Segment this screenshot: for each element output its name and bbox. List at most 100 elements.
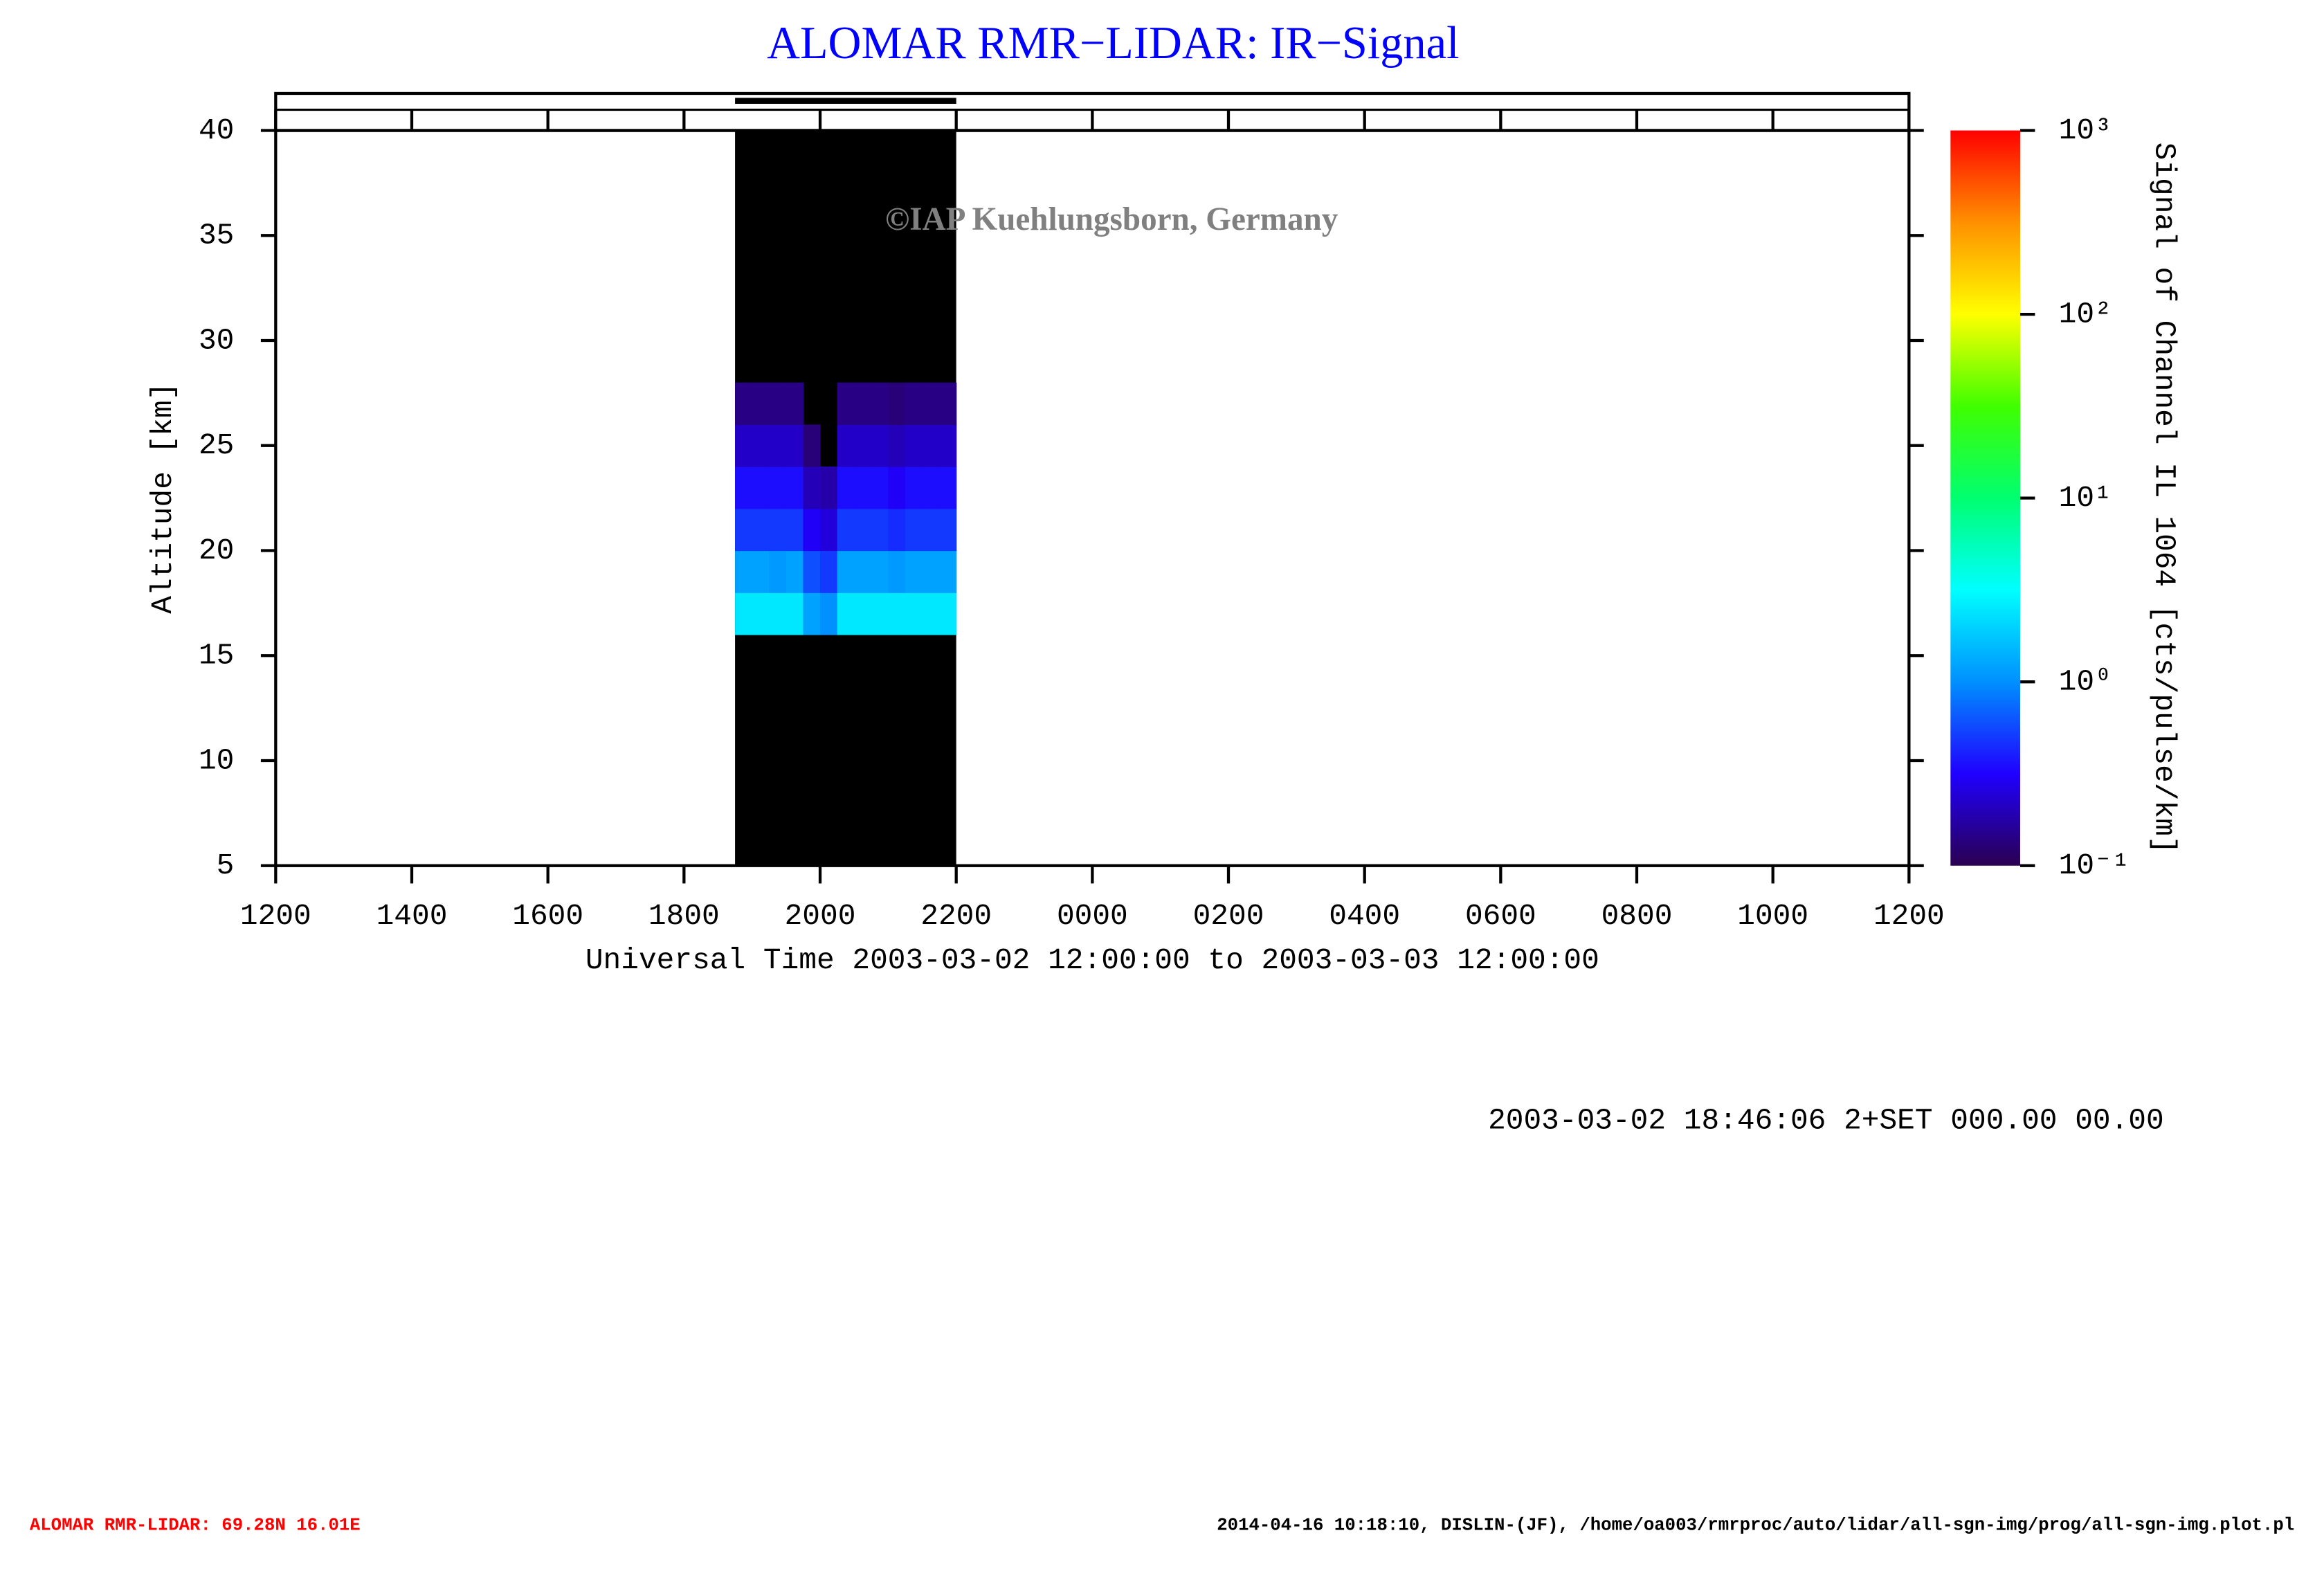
heatmap-cell xyxy=(922,466,940,509)
heatmap-cell xyxy=(837,550,855,593)
heatmap-cell xyxy=(871,550,889,593)
heatmap-cell xyxy=(905,550,923,593)
heatmap-cell xyxy=(922,592,940,635)
heatmap-cell xyxy=(752,382,770,426)
heatmap-cell xyxy=(735,592,753,635)
heatmap-cell xyxy=(922,508,940,552)
heatmap-cell xyxy=(854,382,872,426)
x-tick-label: 0200 xyxy=(1193,899,1264,933)
y-tick-label: 30 xyxy=(199,323,234,357)
footer-left: ALOMAR RMR-LIDAR: 69.28N 16.01E xyxy=(30,1516,361,1536)
heatmap-cell xyxy=(820,508,838,552)
heatmap-cell xyxy=(922,382,940,426)
heatmap-cell xyxy=(803,592,821,635)
heatmap-cell xyxy=(752,592,770,635)
y-axis-label: Altitude [km] xyxy=(146,383,180,614)
heatmap-cell xyxy=(752,550,770,593)
heatmap-cell xyxy=(786,550,804,593)
heatmap-cell xyxy=(888,592,906,635)
x-tick-label: 1400 xyxy=(376,899,448,933)
x-tick-label: 0400 xyxy=(1329,899,1400,933)
y-tick-label: 35 xyxy=(199,219,234,253)
heatmap-cell xyxy=(786,424,804,467)
heatmap-cell xyxy=(837,424,855,467)
x-tick-label: 0600 xyxy=(1465,899,1536,933)
heatmap-cell xyxy=(888,550,906,593)
heatmap-cell xyxy=(769,592,787,635)
heatmap-cell xyxy=(854,592,872,635)
heatmap-cell xyxy=(888,424,906,467)
heatmap-cell xyxy=(769,508,787,552)
y-tick-label: 25 xyxy=(199,428,234,462)
x-axis-label: Universal Time 2003-03-02 12:00:00 to 20… xyxy=(585,943,1599,977)
heatmap-cell xyxy=(786,508,804,552)
heatmap-cell xyxy=(871,424,889,467)
heatmap-cell xyxy=(888,382,906,426)
x-tick-label: 2200 xyxy=(920,899,992,933)
heatmap-cell xyxy=(871,466,889,509)
heatmap-cell xyxy=(803,424,821,467)
colorbar-tick-label: 10⁰ xyxy=(2059,665,2112,699)
footer-right: 2014-04-16 10:18:10, DISLIN-(JF), /home/… xyxy=(1217,1516,2294,1536)
heatmap-cell xyxy=(854,424,872,467)
heatmap-cell xyxy=(888,466,906,509)
heatmap-cell xyxy=(803,550,821,593)
heatmap-cell xyxy=(854,508,872,552)
heatmap-cell xyxy=(905,466,923,509)
y-tick-label: 15 xyxy=(199,639,234,673)
heatmap-cell xyxy=(939,592,957,635)
heatmap-cell xyxy=(871,382,889,426)
heatmap-cell xyxy=(752,466,770,509)
heatmap-cell xyxy=(922,550,940,593)
heatmap-cell xyxy=(837,592,855,635)
heatmap-cell xyxy=(905,592,923,635)
heatmap-cell xyxy=(752,508,770,552)
x-tick-label: 0800 xyxy=(1601,899,1673,933)
heatmap-cell xyxy=(837,466,855,509)
heatmap-cell xyxy=(888,508,906,552)
heatmap-cell xyxy=(735,466,753,509)
watermark: ©IAP Kuehlungsborn, Germany xyxy=(885,201,1338,237)
heatmap-cell xyxy=(769,550,787,593)
colorbar xyxy=(1950,130,2020,866)
x-tick-label: 2000 xyxy=(785,899,856,933)
x-tick-label: 1000 xyxy=(1737,899,1808,933)
heatmap-cell xyxy=(939,424,957,467)
x-tick-label: 1800 xyxy=(648,899,720,933)
y-tick-label: 40 xyxy=(199,114,234,147)
heatmap-cell xyxy=(871,508,889,552)
heatmap-cell xyxy=(939,466,957,509)
heatmap-cell xyxy=(854,466,872,509)
heatmap-cell xyxy=(837,382,855,426)
heatmap-cell xyxy=(769,382,787,426)
chart-title: ALOMAR RMR−LIDAR: IR−Signal xyxy=(767,18,1460,69)
heatmap-cell xyxy=(905,508,923,552)
heatmap-cell xyxy=(922,424,940,467)
x-tick-label: 1200 xyxy=(1873,899,1945,933)
heatmap-cell xyxy=(786,592,804,635)
heatmap-cell xyxy=(786,466,804,509)
heatmap-cell xyxy=(854,550,872,593)
heatmap-cell xyxy=(820,466,838,509)
heatmap-cell xyxy=(735,424,753,467)
status-line: 2003-03-02 18:46:06 2+SET 000.00 00.00 xyxy=(1488,1103,2164,1137)
heatmap-cell xyxy=(939,508,957,552)
x-tick-label: 1600 xyxy=(512,899,583,933)
heatmap-cell xyxy=(905,382,923,426)
y-tick-label: 5 xyxy=(217,849,235,882)
y-tick-label: 20 xyxy=(199,534,234,568)
heatmap-cell xyxy=(820,550,838,593)
colorbar-tick-label: 10³ xyxy=(2059,114,2112,147)
heatmap-cell xyxy=(820,592,838,635)
heatmap-cell xyxy=(803,508,821,552)
heatmap-cell xyxy=(905,424,923,467)
x-tick-label: 1200 xyxy=(240,899,311,933)
y-tick-label: 10 xyxy=(199,743,234,777)
heatmap-cell xyxy=(735,382,753,426)
colorbar-tick-label: 10⁻¹ xyxy=(2059,849,2130,882)
colorbar-tick-label: 10¹ xyxy=(2059,481,2112,515)
heatmap-cell xyxy=(803,466,821,509)
colorbar-label: Signal of Channel IL 1064 [cts/pulse/km] xyxy=(2147,143,2181,854)
